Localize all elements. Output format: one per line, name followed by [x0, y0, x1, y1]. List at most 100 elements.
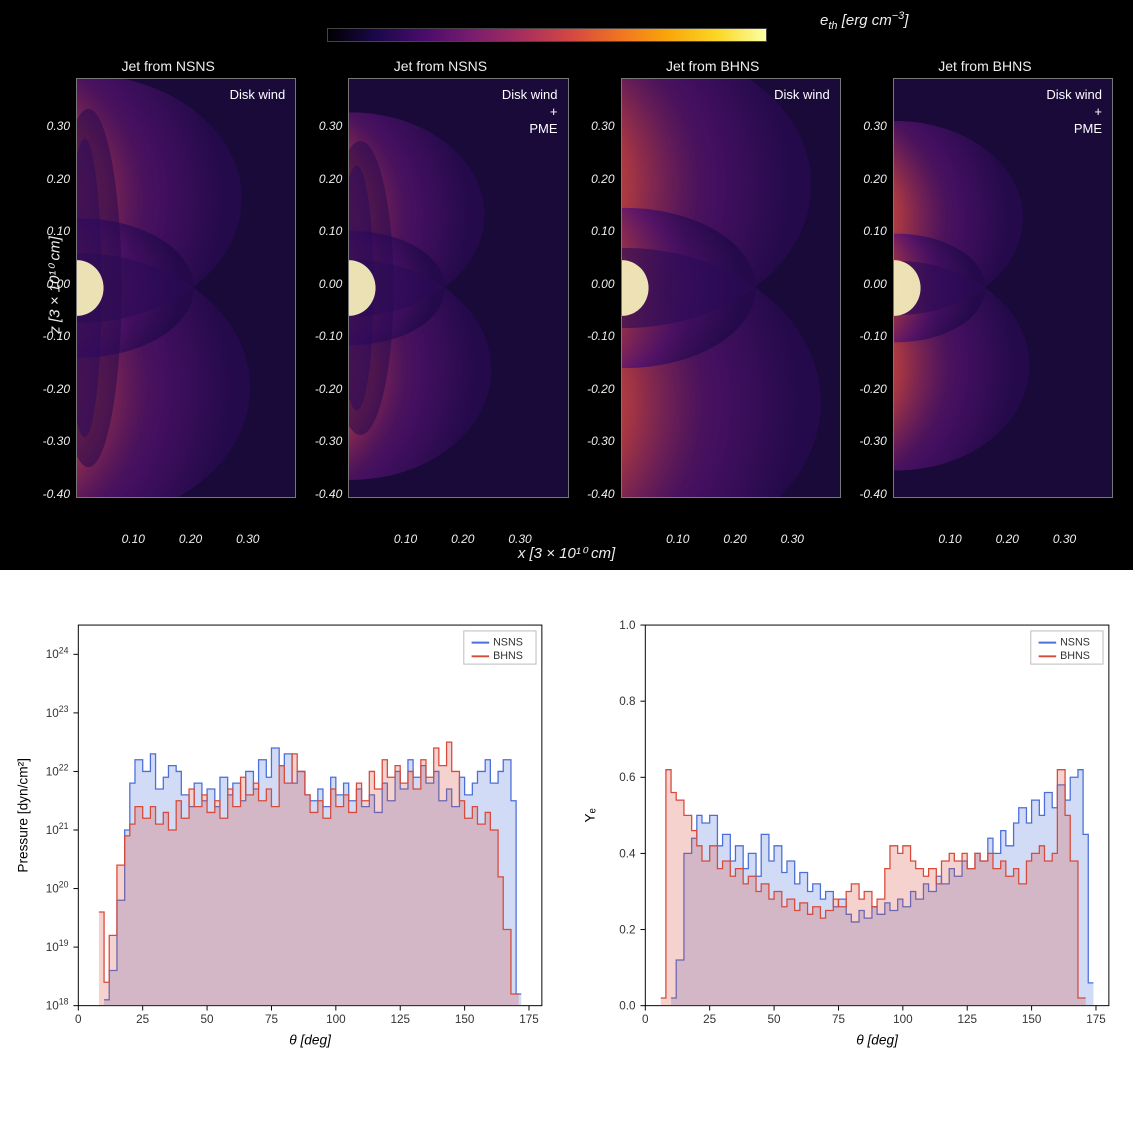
svg-text:1022: 1022: [46, 762, 69, 778]
top-figure: 1.00e+10 1.00e+17 1.00e+24 eth [erg cm−3…: [0, 0, 1133, 570]
ytick: -0.40: [43, 487, 70, 501]
svg-text:1020: 1020: [46, 880, 69, 896]
ytick: -0.10: [315, 329, 342, 343]
panel-badge: Disk wind: [774, 87, 830, 104]
svg-text:1018: 1018: [46, 997, 69, 1013]
xtick: 0.30: [781, 532, 804, 546]
panel-title: Jet from BHNS: [849, 58, 1121, 74]
panel-title: Jet from NSNS: [32, 58, 304, 74]
ytick: -0.40: [587, 487, 614, 501]
panel-0: Jet from NSNS 0.30 0.20 0.10 0.00 -0.10 -0.20 -…: [32, 58, 304, 528]
ytick: 0.10: [47, 224, 70, 238]
ytick: 0.30: [863, 119, 886, 133]
panel-xticks: 0.10 0.20 0.30: [621, 532, 841, 550]
panel-plot: Disk wind: [621, 78, 841, 498]
panel-badge: Disk wind+PME: [502, 87, 558, 138]
svg-text:75: 75: [265, 1013, 279, 1026]
svg-text:150: 150: [455, 1013, 475, 1026]
svg-text:NSNS: NSNS: [493, 637, 523, 649]
svg-text:100: 100: [893, 1013, 913, 1026]
ytick: -0.30: [587, 434, 614, 448]
xtick: 0.30: [236, 532, 259, 546]
colorbar-gradient: [327, 28, 767, 42]
ytick: -0.40: [859, 487, 886, 501]
colorbar-label: eth [erg cm−3]: [820, 10, 908, 32]
ytick: -0.20: [587, 382, 614, 396]
svg-text:125: 125: [957, 1013, 977, 1026]
svg-text:75: 75: [831, 1013, 845, 1026]
svg-text:1021: 1021: [46, 821, 69, 837]
svg-text:0.8: 0.8: [619, 695, 635, 708]
svg-text:1.0: 1.0: [619, 619, 636, 632]
svg-text:1019: 1019: [46, 938, 69, 954]
ye-chart: 02550751001251501750.00.20.40.60.81.0θ […: [577, 600, 1124, 1060]
colorbar: 1.00e+10 1.00e+17 1.00e+24: [327, 12, 807, 42]
xtick: 0.10: [122, 532, 145, 546]
svg-text:25: 25: [136, 1013, 150, 1026]
ytick: 0.30: [591, 119, 614, 133]
ytick: 0.20: [47, 172, 70, 186]
ytick: -0.10: [587, 329, 614, 343]
panel-badge: Disk wind+PME: [1046, 87, 1102, 138]
xtick: 0.10: [666, 532, 689, 546]
svg-text:1023: 1023: [46, 704, 69, 720]
panel-3: Jet from BHNS 0.30 0.20 0.10 0.00 -0.10 -0.20 -…: [849, 58, 1121, 528]
svg-text:0: 0: [642, 1013, 649, 1026]
panel-badge: Disk wind: [230, 87, 286, 104]
xtick: 0.10: [394, 532, 417, 546]
ytick: 0.00: [863, 277, 886, 291]
ytick: -0.20: [859, 382, 886, 396]
panel-plot: Disk wind: [76, 78, 296, 498]
panel-yticks: 0.30 0.20 0.10 0.00 -0.10 -0.20 -0.30 -0.40: [849, 82, 891, 502]
xtick: 0.20: [179, 532, 202, 546]
panel-row: Jet from NSNS 0.30 0.20 0.10 0.00 -0.10 -0.20 -…: [32, 58, 1121, 528]
svg-text:175: 175: [519, 1013, 539, 1026]
svg-text:175: 175: [1086, 1013, 1106, 1026]
svg-text:BHNS: BHNS: [1060, 650, 1090, 662]
svg-text:0.2: 0.2: [619, 923, 635, 936]
panel-title: Jet from NSNS: [304, 58, 576, 74]
ytick: 0.10: [319, 224, 342, 238]
ytick: 0.20: [863, 172, 886, 186]
panel-plot: Disk wind+PME: [893, 78, 1113, 498]
xtick: 0.20: [723, 532, 746, 546]
svg-text:0.0: 0.0: [619, 1000, 636, 1013]
svg-text:θ [deg]: θ [deg]: [289, 1033, 332, 1048]
svg-text:50: 50: [767, 1013, 781, 1026]
bottom-charts-row: 0 25 50 75 100 125 150 175 1018 1019 1020 1021 1022 1…: [0, 570, 1133, 1070]
ytick: 0.10: [591, 224, 614, 238]
panel-yticks: 0.30 0.20 0.10 0.00 -0.10 -0.20 -0.30 -0.40: [577, 82, 619, 502]
ytick: -0.40: [315, 487, 342, 501]
ytick: 0.00: [47, 277, 70, 291]
svg-text:BHNS: BHNS: [493, 650, 523, 662]
panel-yticks: 0.30 0.20 0.10 0.00 -0.10 -0.20 -0.30 -0.40: [32, 82, 74, 502]
pressure-chart: 0255075100125150175101810191020102110221…: [10, 600, 557, 1060]
svg-text:100: 100: [326, 1013, 346, 1026]
panel-xticks: 0.100.200.30: [348, 532, 568, 550]
ytick: 0.20: [319, 172, 342, 186]
panel-plot: Disk wind+PME: [348, 78, 568, 498]
ytick: -0.30: [315, 434, 342, 448]
ytick: -0.20: [43, 382, 70, 396]
ytick: -0.10: [859, 329, 886, 343]
panel-xticks: 0.100.200.30: [893, 532, 1113, 550]
svg-text:Yₑ: Yₑ: [582, 808, 597, 822]
ytick: 0.00: [591, 277, 614, 291]
svg-text:Pressure [dyn/cm²]: Pressure [dyn/cm²]: [16, 758, 31, 873]
ytick: -0.30: [43, 434, 70, 448]
svg-text:0: 0: [75, 1013, 82, 1026]
ytick: 0.20: [591, 172, 614, 186]
xtick: 0.30: [1053, 532, 1076, 546]
svg-text:NSNS: NSNS: [1060, 637, 1090, 649]
panel-yticks: 0.300.200.100.00-0.10-0.20-0.30-0.40: [304, 82, 346, 502]
xtick: 0.20: [451, 532, 474, 546]
ytick: 0.10: [863, 224, 886, 238]
ytick: -0.10: [43, 329, 70, 343]
svg-text:50: 50: [201, 1013, 215, 1026]
panel-2: Jet from BHNS0.300.200.100.00-0.10-0.20-…: [577, 58, 849, 528]
ytick: 0.30: [47, 119, 70, 133]
svg-text:0.4: 0.4: [619, 847, 636, 860]
ytick: -0.30: [859, 434, 886, 448]
colorbar-ticks: 1.00e+10 1.00e+17 1.00e+24: [327, 12, 807, 28]
svg-text:1024: 1024: [46, 645, 69, 661]
